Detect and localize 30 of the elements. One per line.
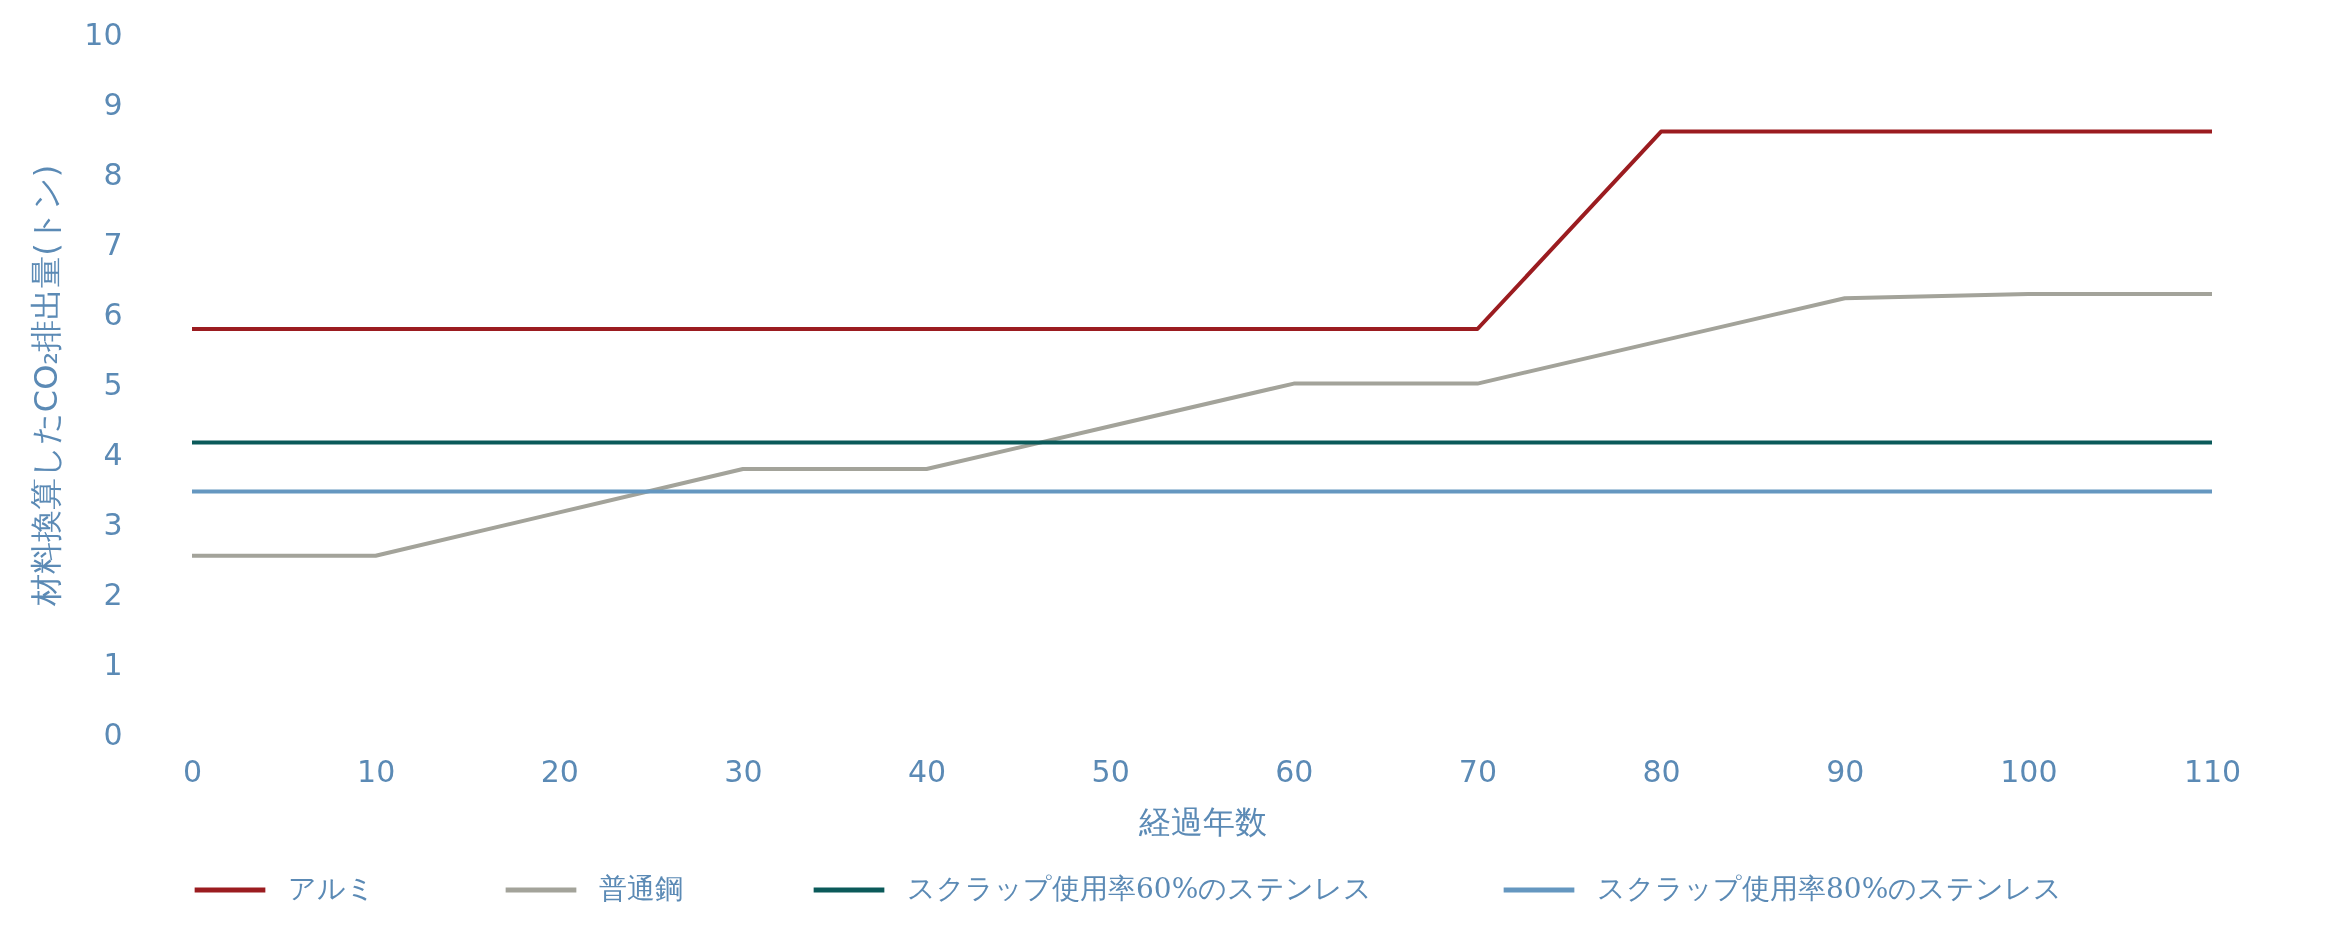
x-tick-label: 90 [1826, 753, 1865, 789]
x-axis-title: 経過年数 [1137, 802, 1267, 841]
y-tick-label: 9 [103, 86, 123, 122]
x-tick-label: 110 [2183, 753, 2242, 789]
legend-label: スクラップ使用率60%のステンレス [907, 872, 1373, 905]
y-tick-label: 4 [103, 436, 123, 472]
y-tick-label: 10 [84, 16, 123, 52]
x-tick-label: 0 [182, 753, 203, 789]
x-tick-label: 80 [1642, 753, 1681, 789]
y-tick-label: 5 [103, 366, 123, 402]
x-tick-label: 10 [357, 753, 396, 789]
x-tick-label: 40 [907, 753, 947, 789]
x-tick-label: 60 [1275, 753, 1314, 789]
line-series [190, 292, 2214, 558]
x-tick-label: 20 [540, 753, 579, 789]
legend-label: 普通鋼 [599, 872, 683, 905]
y-tick-label: 7 [103, 226, 123, 262]
legend-label: スクラップ使用率80%のステンレス [1597, 872, 2063, 905]
x-tick-label: 100 [2000, 753, 2058, 789]
y-tick-label: 2 [103, 576, 123, 612]
x-tick-label: 30 [724, 753, 763, 789]
y-tick-label: 1 [103, 646, 123, 682]
legend-label: アルミ [288, 872, 375, 905]
y-tick-label: 8 [103, 156, 123, 192]
y-tick-label: 0 [103, 716, 123, 752]
y-axis-title: 材料換算したCO₂排出量(トン) [27, 164, 66, 608]
x-tick-label: 50 [1091, 753, 1130, 789]
y-tick-label: 6 [103, 296, 123, 332]
y-tick-label: 3 [103, 506, 123, 542]
x-tick-label: 70 [1458, 753, 1498, 789]
